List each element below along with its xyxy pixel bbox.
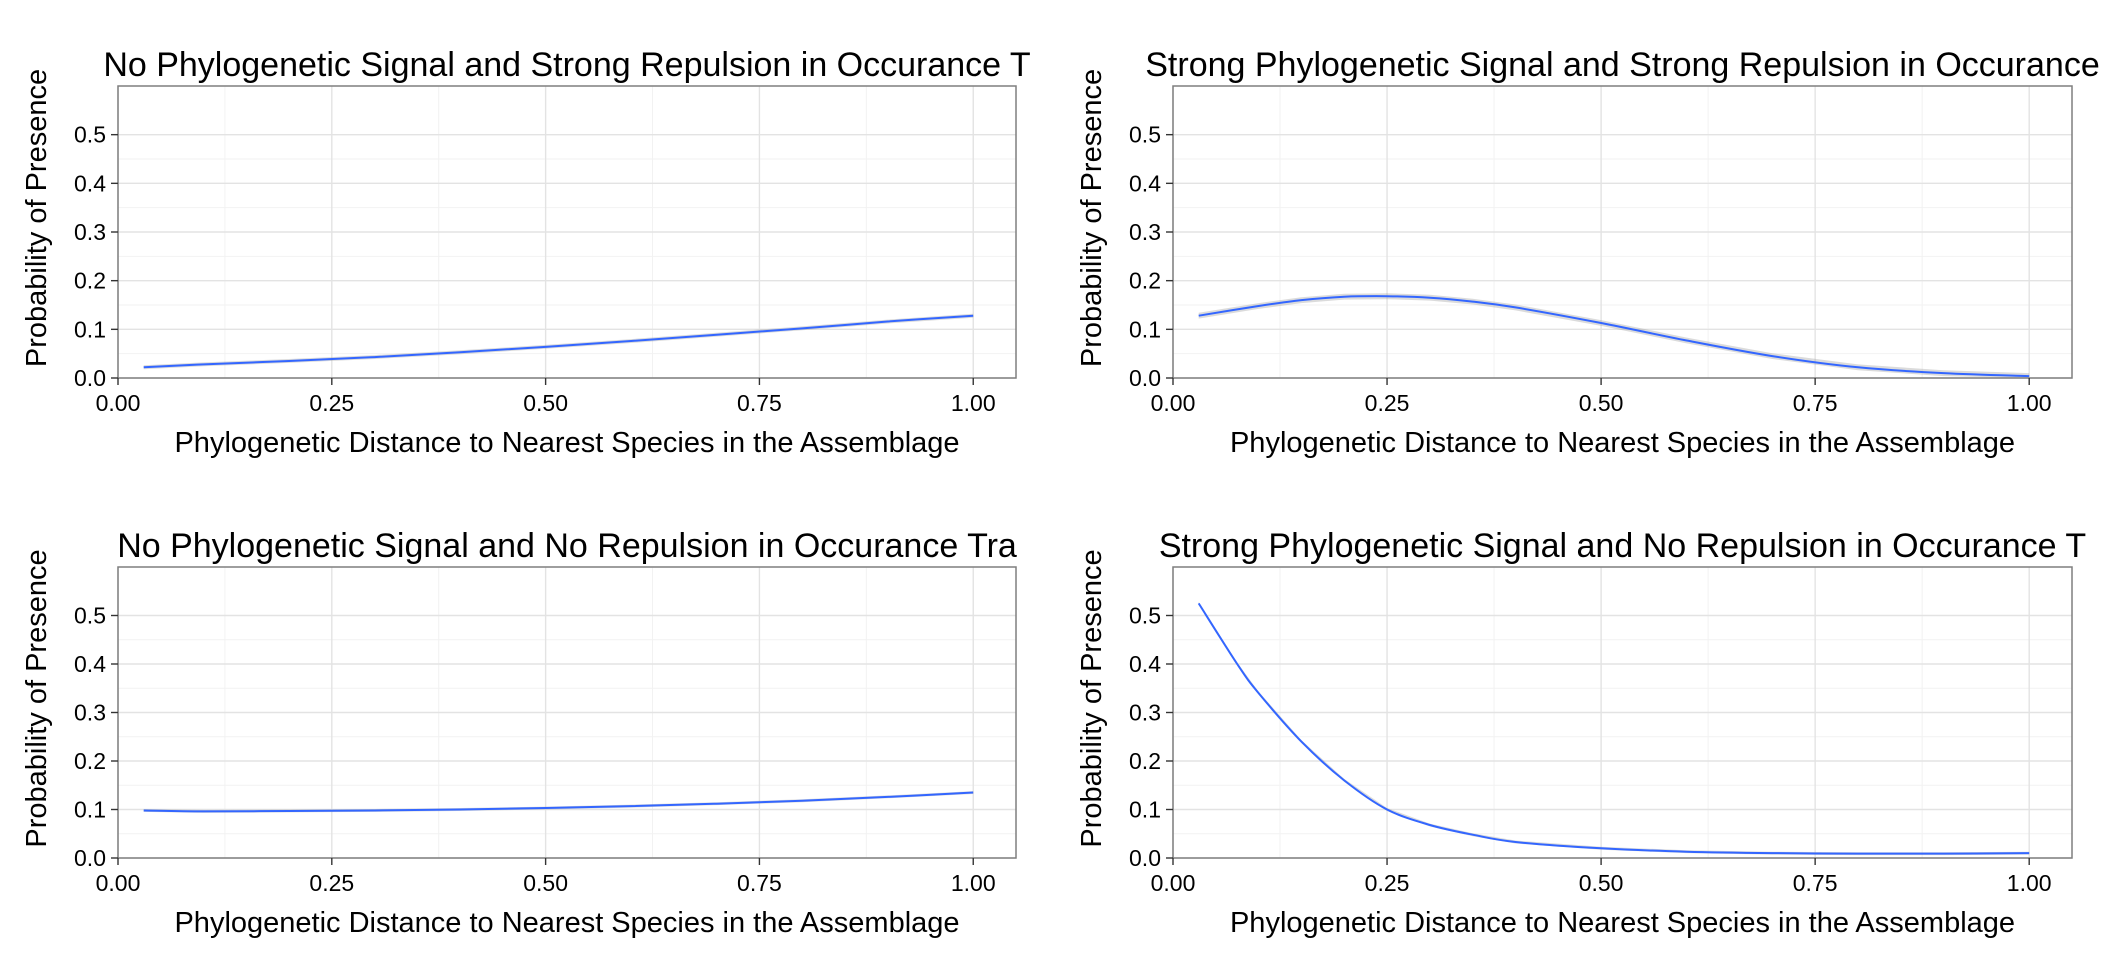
y-tick-label: 0.5 <box>1129 603 1161 629</box>
x-tick-label: 1.00 <box>2007 390 2052 416</box>
y-tick-label: 0.3 <box>74 219 106 245</box>
x-tick-label: 0.25 <box>1365 870 1410 896</box>
fitted-curve <box>1197 602 2030 855</box>
fitted-curve <box>143 791 974 813</box>
y-tick-label: 0.1 <box>1129 316 1161 342</box>
y-tick-label: 0.3 <box>74 700 106 726</box>
y-tick-label: 0.2 <box>74 268 106 294</box>
y-tick-label: 0.5 <box>74 603 106 629</box>
x-tick-label: 0.25 <box>309 870 354 896</box>
x-tick-label: 1.00 <box>951 870 996 896</box>
x-axis-title: Phylogenetic Distance to Nearest Species… <box>174 427 959 459</box>
x-axis-ticks: 0.00 0.25 0.50 0.75 1.00 <box>1151 378 2052 416</box>
y-axis-ticks: 0.0 0.1 0.2 0.3 0.4 0.5 <box>74 122 118 391</box>
x-tick-label: 0.75 <box>737 390 782 416</box>
x-tick-label: 0.75 <box>737 870 782 896</box>
x-axis-title: Phylogenetic Distance to Nearest Species… <box>174 907 959 939</box>
chart-title: Strong Phylogenetic Signal and Strong Re… <box>1145 46 2099 84</box>
x-tick-label: 0.75 <box>1793 870 1838 896</box>
chart-panel-1: 0.00.10.20.30.40.5 0.00 0.25 0.50 0.75 1.00 … <box>21 46 1031 459</box>
y-axis-title: Probability of Presence <box>21 549 53 847</box>
y-tick-label: 0.3 <box>1129 700 1161 726</box>
chart-panel-4: 0.00.10.20.30.40.5 0.00 0.25 0.50 0.75 1.00 … <box>1076 527 2086 939</box>
x-tick-label: 1.00 <box>951 390 996 416</box>
fitted-curve <box>143 314 974 369</box>
x-tick-label: 0.25 <box>1365 390 1410 416</box>
y-tick-label: 0.4 <box>74 651 106 677</box>
y-tick-label: 0.1 <box>1129 797 1161 823</box>
x-tick-label: 0.00 <box>96 390 141 416</box>
x-tick-label: 0.00 <box>1151 390 1196 416</box>
y-axis-title: Probability of Presence <box>1076 549 1108 847</box>
y-tick-label: 0.4 <box>1129 170 1161 196</box>
x-tick-label: 0.50 <box>1579 870 1624 896</box>
chart-title: No Phylogenetic Signal and Strong Repuls… <box>103 46 1030 84</box>
x-axis-title: Phylogenetic Distance to Nearest Species… <box>1230 427 2015 459</box>
y-tick-label: 0.5 <box>1129 122 1161 148</box>
y-axis-title: Probability of Presence <box>1076 69 1108 367</box>
x-axis-title: Phylogenetic Distance to Nearest Species… <box>1230 907 2015 939</box>
y-tick-label: 0.2 <box>1129 748 1161 774</box>
x-axis-ticks: 0.00 0.25 0.50 0.75 1.00 <box>96 378 996 416</box>
x-tick-label: 0.50 <box>1579 390 1624 416</box>
x-axis-ticks: 0.00 0.25 0.50 0.75 1.00 <box>1151 858 2052 896</box>
x-tick-label: 0.50 <box>523 870 568 896</box>
chart-panel-2: 0.00.10.20.30.40.5 0.00 0.25 0.50 0.75 1.00 … <box>1076 46 2100 459</box>
y-tick-label: 0.3 <box>1129 219 1161 245</box>
y-tick-label: 0.1 <box>74 797 106 823</box>
y-tick-label: 0.2 <box>74 748 106 774</box>
x-tick-label: 0.75 <box>1793 390 1838 416</box>
y-tick-label: 0.0 <box>1129 845 1161 871</box>
fitted-curve <box>1198 295 2030 378</box>
x-tick-label: 0.25 <box>309 390 354 416</box>
y-tick-label: 0.4 <box>74 170 106 196</box>
chart-panel-3: 0.00.10.20.30.40.5 0.00 0.25 0.50 0.75 1.00 … <box>21 527 1017 939</box>
y-tick-label: 0.0 <box>74 365 106 391</box>
y-axis-ticks: 0.0 0.1 0.2 0.3 0.4 0.5 <box>1129 122 1173 391</box>
y-tick-label: 0.0 <box>1129 365 1161 391</box>
y-axis-ticks: 0.0 0.1 0.2 0.3 0.4 0.5 <box>1129 603 1173 871</box>
chart-title: Strong Phylogenetic Signal and No Repuls… <box>1159 527 2086 565</box>
x-tick-label: 0.00 <box>96 870 141 896</box>
y-axis-title: Probability of Presence <box>21 69 53 367</box>
y-tick-label: 0.5 <box>74 122 106 148</box>
y-tick-label: 0.0 <box>74 845 106 871</box>
y-tick-label: 0.1 <box>74 316 106 342</box>
y-tick-label: 0.2 <box>1129 268 1161 294</box>
x-tick-label: 0.00 <box>1151 870 1196 896</box>
chart-title: No Phylogenetic Signal and No Repulsion … <box>117 527 1017 565</box>
x-tick-label: 0.50 <box>523 390 568 416</box>
y-axis-ticks: 0.0 0.1 0.2 0.3 0.4 0.5 <box>74 603 118 871</box>
x-tick-label: 1.00 <box>2007 870 2052 896</box>
x-axis-ticks: 0.00 0.25 0.50 0.75 1.00 <box>96 858 996 896</box>
y-tick-label: 0.4 <box>1129 651 1161 677</box>
